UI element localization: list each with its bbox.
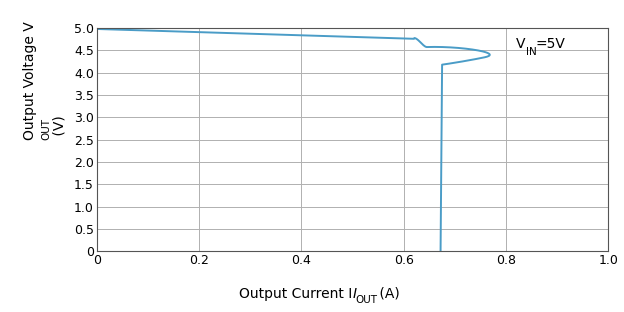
Text: =5V: =5V bbox=[536, 37, 565, 51]
Text: Output Current I: Output Current I bbox=[240, 287, 353, 301]
Text: V: V bbox=[516, 37, 526, 51]
Text: Output Voltage V: Output Voltage V bbox=[23, 21, 37, 140]
Text: I: I bbox=[353, 287, 357, 301]
Text: OUT: OUT bbox=[42, 118, 52, 140]
Text: IN: IN bbox=[525, 47, 536, 57]
Text: (A): (A) bbox=[374, 287, 399, 301]
Text: (V): (V) bbox=[53, 115, 67, 140]
Text: OUT: OUT bbox=[355, 295, 377, 305]
